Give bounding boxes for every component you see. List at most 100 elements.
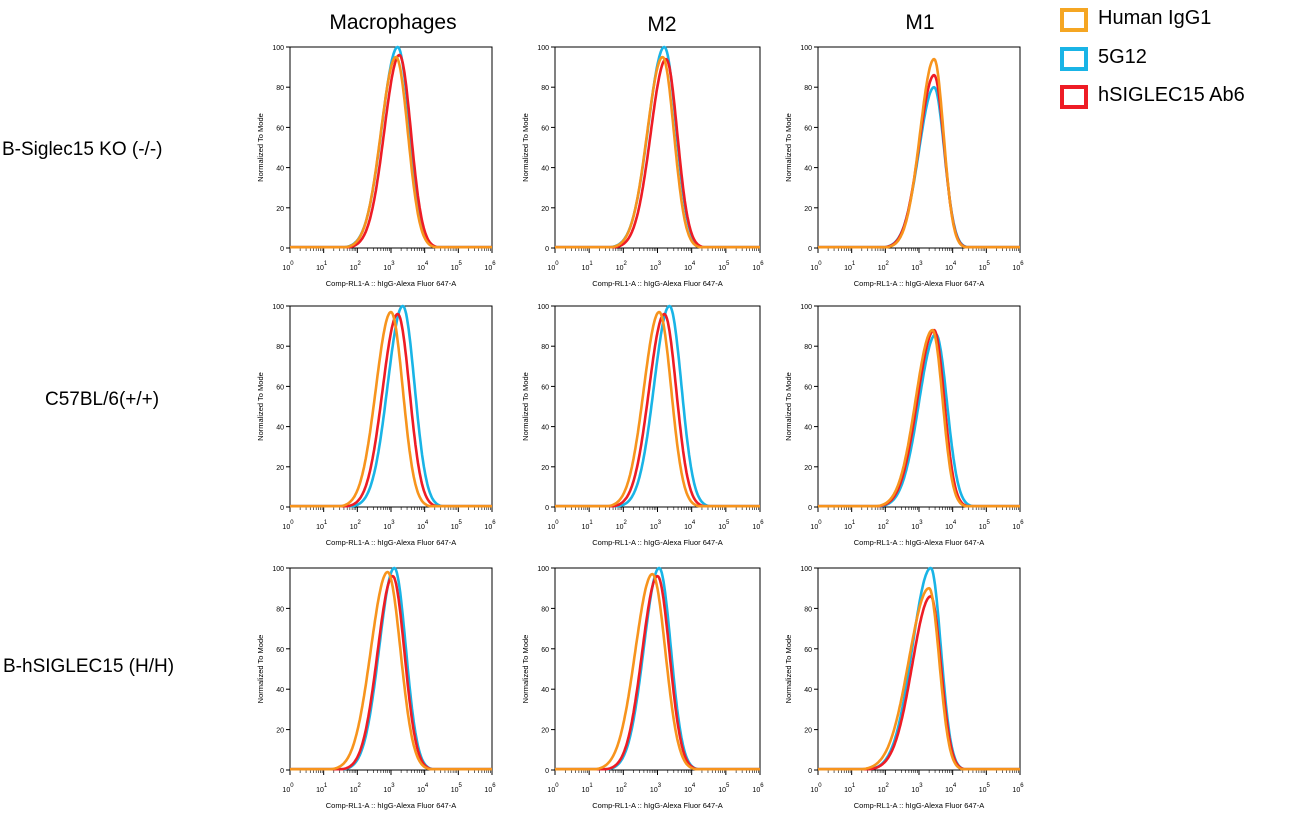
- x-tick-label: 103: [383, 520, 395, 531]
- y-tick-label: 0: [280, 246, 284, 253]
- x-tick-label: 105: [979, 520, 991, 531]
- x-tick-label: 101: [844, 520, 856, 531]
- x-tick-label: 101: [316, 520, 328, 531]
- y-tick-label: 100: [537, 45, 549, 52]
- y-tick-label: 100: [537, 304, 549, 311]
- x-tick-label: 102: [350, 783, 362, 794]
- series-human-igg1-curve: [554, 310, 761, 508]
- y-tick-label: 40: [541, 425, 549, 432]
- panel-c57bl-6-macrophages: 0 20 40 60 80 100 100 101 102 103 104 105 106 Comp-RL…: [256, 304, 496, 547]
- x-axis-label: Comp-RL1-A :: hIgG-Alexa Fluor 647-A: [854, 801, 984, 810]
- x-tick-label: 105: [718, 783, 730, 794]
- x-tick-label: 104: [945, 520, 957, 531]
- y-tick-label: 0: [808, 505, 812, 512]
- series-human-igg1-curve: [554, 55, 761, 249]
- x-tick-label: 100: [547, 520, 559, 531]
- y-tick-label: 20: [541, 206, 549, 213]
- x-tick-label: 106: [1012, 261, 1024, 272]
- x-tick-label: 101: [582, 520, 594, 531]
- legend-label-hsiglec15-ab6: hSIGLEC15 Ab6: [1098, 84, 1245, 106]
- y-tick-label: 40: [804, 687, 812, 694]
- y-tick-label: 40: [804, 425, 812, 432]
- y-tick-label: 60: [276, 647, 284, 654]
- x-tick-label: 105: [979, 783, 991, 794]
- x-tick-label: 102: [878, 783, 890, 794]
- x-tick-label: 103: [911, 261, 923, 272]
- y-tick-label: 20: [804, 206, 812, 213]
- x-tick-label: 103: [650, 520, 662, 531]
- y-tick-label: 40: [276, 425, 284, 432]
- y-axis-label: Normalized To Mode: [256, 635, 265, 704]
- x-axis-label: Comp-RL1-A :: hIgG-Alexa Fluor 647-A: [854, 538, 984, 547]
- y-tick-label: 0: [280, 505, 284, 512]
- y-tick-label: 60: [541, 384, 549, 391]
- x-tick-label: 105: [718, 261, 730, 272]
- y-tick-label: 40: [541, 687, 549, 694]
- plot-frame: [554, 567, 761, 771]
- x-tick-label: 100: [547, 783, 559, 794]
- y-axis-label: Normalized To Mode: [521, 113, 530, 182]
- panel-b-siglec15-ko-macrophages: 0 20 40 60 80 100 100 101 102 103 104 105 106 Comp-RL…: [256, 45, 496, 288]
- panel-b-hsiglec15-h-h-macrophages: 0 20 40 60 80 100 100 101 102 103 104 105 106 Comp-RL…: [256, 566, 496, 810]
- x-tick-label: 106: [484, 520, 496, 531]
- x-tick-label: 100: [282, 261, 294, 272]
- x-tick-label: 101: [316, 261, 328, 272]
- x-tick-label: 103: [911, 783, 923, 794]
- x-tick-label: 106: [1012, 783, 1024, 794]
- y-tick-label: 60: [804, 125, 812, 132]
- y-axis-label: Normalized To Mode: [256, 113, 265, 182]
- x-tick-label: 105: [451, 520, 463, 531]
- y-tick-label: 40: [276, 166, 284, 173]
- row-label-hsiglec15: B-hSIGLEC15 (H/H): [3, 656, 175, 677]
- series-human-igg1-curve: [289, 570, 493, 771]
- x-tick-label: 100: [810, 261, 822, 272]
- y-tick-label: 20: [276, 465, 284, 472]
- y-tick-label: 0: [808, 246, 812, 253]
- legend-item-5g12: 5G12: [1060, 46, 1290, 72]
- x-axis-label: Comp-RL1-A :: hIgG-Alexa Fluor 647-A: [592, 279, 722, 288]
- column-title-macrophages: Macrophages: [329, 11, 457, 34]
- x-tick-label: 103: [650, 261, 662, 272]
- y-tick-label: 0: [545, 246, 549, 253]
- plot-frame: [289, 567, 493, 771]
- x-tick-label: 100: [282, 783, 294, 794]
- y-tick-label: 100: [272, 304, 284, 311]
- y-axis-label: Normalized To Mode: [521, 635, 530, 704]
- row-label-c57bl6: C57BL/6(+/+): [45, 389, 160, 410]
- y-tick-label: 0: [808, 768, 812, 775]
- column-title-m2: M2: [647, 13, 677, 36]
- x-axis-label: Comp-RL1-A :: hIgG-Alexa Fluor 647-A: [592, 538, 722, 547]
- x-tick-label: 104: [417, 261, 429, 272]
- y-tick-label: 60: [804, 647, 812, 654]
- y-tick-label: 20: [276, 728, 284, 735]
- x-tick-label: 102: [616, 520, 628, 531]
- y-axis-label: Normalized To Mode: [256, 372, 265, 441]
- y-tick-label: 20: [804, 465, 812, 472]
- x-tick-label: 104: [945, 783, 957, 794]
- y-axis-label: Normalized To Mode: [521, 372, 530, 441]
- x-tick-label: 105: [979, 261, 991, 272]
- panel-b-hsiglec15-h-h-m1: 0 20 40 60 80 100 100 101 102 103 104 105 106 Comp-RL…: [784, 566, 1024, 810]
- y-tick-label: 80: [541, 344, 549, 351]
- x-tick-label: 105: [718, 520, 730, 531]
- panel-b-siglec15-ko-m2: 0 20 40 60 80 100 100 101 102 103 104 105 106 Comp-RL…: [521, 45, 764, 288]
- y-tick-label: 0: [545, 768, 549, 775]
- x-tick-label: 102: [616, 261, 628, 272]
- x-tick-label: 104: [684, 783, 696, 794]
- x-tick-label: 103: [383, 261, 395, 272]
- panel-b-hsiglec15-h-h-m2: 0 20 40 60 80 100 100 101 102 103 104 105 106 Comp-RL…: [521, 566, 764, 810]
- panel-c57bl-6-m2: 0 20 40 60 80 100 100 101 102 103 104 105 106 Comp-RL…: [521, 304, 764, 547]
- y-tick-label: 40: [541, 166, 549, 173]
- x-tick-label: 100: [810, 783, 822, 794]
- x-tick-label: 103: [650, 783, 662, 794]
- series-human-igg1-curve: [554, 572, 761, 771]
- x-tick-label: 102: [616, 783, 628, 794]
- x-tick-label: 104: [945, 261, 957, 272]
- y-tick-label: 60: [276, 384, 284, 391]
- x-tick-label: 104: [684, 261, 696, 272]
- legend-swatch-5g12: [1060, 47, 1088, 71]
- y-tick-label: 80: [276, 344, 284, 351]
- y-tick-label: 80: [541, 606, 549, 613]
- x-tick-label: 102: [878, 520, 890, 531]
